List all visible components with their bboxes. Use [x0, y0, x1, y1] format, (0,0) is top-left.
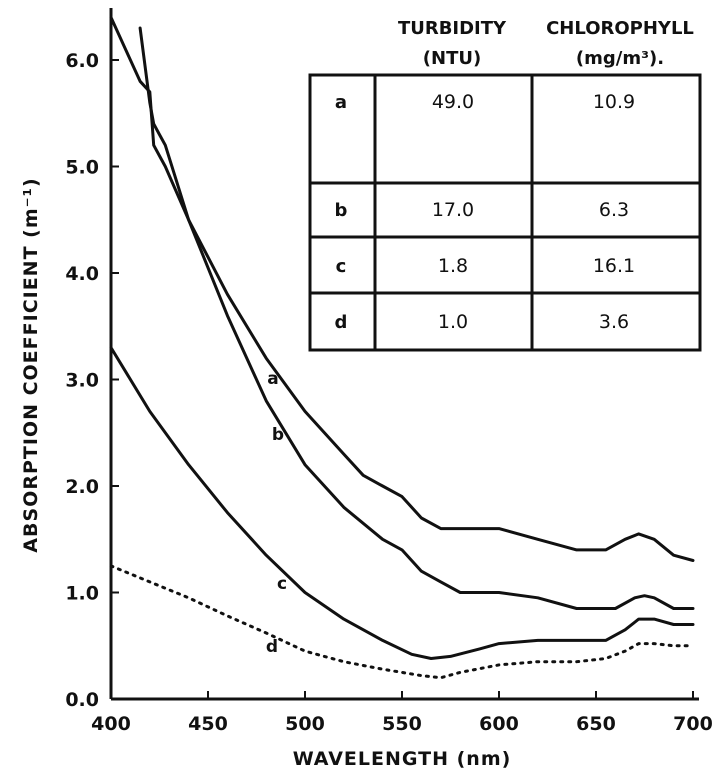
y-tick-label: 6.0 [65, 50, 99, 72]
x-tick-label: 500 [285, 713, 325, 735]
series-a-line [138, 26, 695, 562]
x-tick-label: 450 [188, 713, 228, 735]
turbidity-value: 17.0 [432, 199, 474, 221]
y-tick-label: 1.0 [65, 583, 99, 605]
x-tick-label: 700 [673, 713, 713, 735]
x-tick-label: 600 [479, 713, 519, 735]
table-row: a 49.0 10.9 [335, 91, 635, 113]
table-frame [308, 73, 702, 352]
series-b-label: b [272, 425, 284, 445]
table-row: d 1.0 3.6 [335, 311, 630, 333]
table-row: b 17.0 6.3 [335, 199, 630, 221]
chlorophyll-value: 10.9 [593, 91, 635, 113]
turbidity-header: TURBIDITY [398, 18, 507, 39]
axes: 0.0 1.0 2.0 3.0 4.0 5.0 6.0 400 450 500 550 600 650 7… [65, 8, 713, 735]
x-tick-label: 550 [382, 713, 422, 735]
series-d-line [109, 564, 695, 680]
series-d-label: d [266, 637, 278, 657]
table-row: c 1.8 16.1 [336, 255, 635, 277]
table-row-label: d [335, 312, 348, 333]
table-row-label: b [335, 200, 348, 221]
turbidity-value: 1.0 [438, 311, 468, 333]
series-a-label: a [267, 369, 278, 389]
chlorophyll-value: 16.1 [593, 255, 635, 277]
series-c-line [109, 346, 695, 660]
series-b-line [109, 15, 695, 610]
table-row-label: a [335, 92, 347, 113]
chlorophyll-header: CHLOROPHYLL [546, 18, 694, 39]
turbidity-value: 49.0 [432, 91, 474, 113]
table-row-label: c [336, 256, 347, 277]
chlorophyll-unit: (mg/m³). [576, 48, 664, 69]
inset-data-table: TURBIDITY (NTU) CHLOROPHYLL (mg/m³). a 49.0 10… [308, 18, 702, 352]
chlorophyll-value: 3.6 [599, 311, 629, 333]
y-tick-label: 5.0 [65, 157, 99, 179]
turbidity-value: 1.8 [438, 255, 468, 277]
y-tick-label: 4.0 [65, 263, 99, 285]
y-tick-label: 0.0 [65, 689, 99, 711]
y-tick-label: 3.0 [65, 370, 99, 392]
series-c-label: c [277, 574, 287, 594]
y-axis-title: ABSORPTION COEFFICIENT (m⁻¹) [20, 177, 42, 552]
x-tick-label: 650 [576, 713, 616, 735]
y-tick-label: 2.0 [65, 476, 99, 498]
x-tick-label: 400 [91, 713, 131, 735]
curves: a b c d [109, 15, 695, 680]
turbidity-unit: (NTU) [423, 48, 481, 69]
x-axis-title: WAVELENGTH (nm) [293, 748, 512, 770]
chlorophyll-value: 6.3 [599, 199, 629, 221]
